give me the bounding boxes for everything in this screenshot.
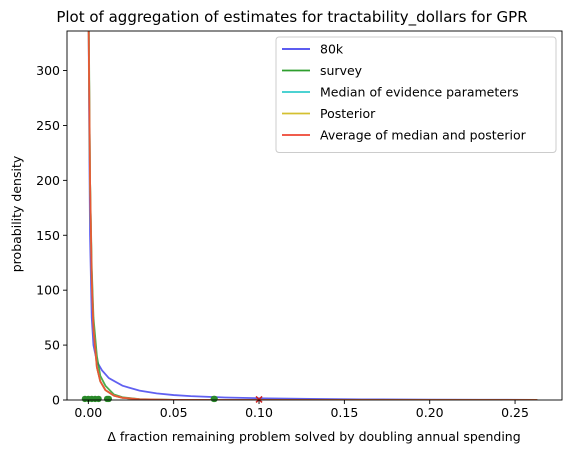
y-tick-label-4: 200 (36, 173, 60, 188)
y-tick-label-5: 250 (36, 118, 60, 133)
y-tick-label-6: 300 (36, 63, 60, 78)
legend-label-1: 80k (320, 42, 344, 57)
legend: 80k survey Median of evidence parameters Po… (275, 36, 557, 153)
legend-label-2: survey (320, 63, 363, 78)
y-tick-label-0: 0 (52, 393, 60, 408)
sample-point-7 (105, 395, 113, 403)
y-tick-label-1: 50 (44, 338, 60, 353)
plot-frame (66, 30, 563, 401)
y-axis-label: probability density (9, 155, 24, 272)
marker-layer (81, 395, 263, 403)
x-tick-label-0: 0.00 (74, 405, 102, 420)
axes-layer: 0.00 0.05 0.10 0.15 0.20 0.25 0 50 100 150 200 250 3… (36, 30, 563, 420)
x-tick-label-4: 0.20 (416, 405, 444, 420)
x-marker-1 (255, 395, 263, 403)
legend-label-3: Median of evidence parameters (320, 85, 519, 100)
x-tick-label-5: 0.25 (501, 405, 529, 420)
y-tick-label-3: 150 (36, 228, 60, 243)
sample-point-9 (211, 395, 218, 403)
sample-point-5 (95, 395, 102, 403)
x-axis-label: Δ fraction remaining problem solved by d… (107, 429, 520, 444)
legend-box (275, 36, 557, 153)
x-tick-label-1: 0.05 (160, 405, 188, 420)
x-tick-label-2: 0.10 (245, 405, 273, 420)
chart-title: Plot of aggregation of estimates for tra… (56, 8, 527, 27)
legend-label-5: Average of median and posterior (320, 128, 527, 143)
y-tick-label-2: 100 (36, 283, 60, 298)
x-tick-label-3: 0.15 (330, 405, 358, 420)
legend-label-4: Posterior (320, 106, 376, 121)
